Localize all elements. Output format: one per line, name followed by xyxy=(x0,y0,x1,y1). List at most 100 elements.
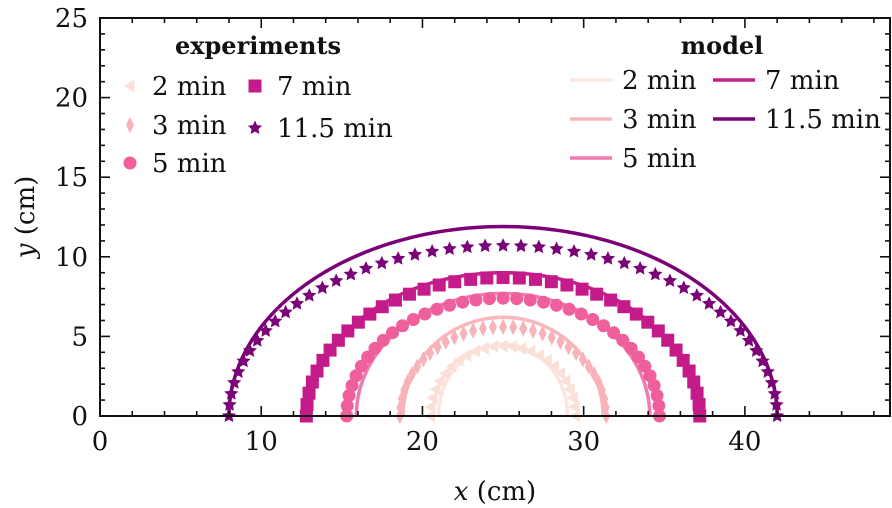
experiment-point xyxy=(755,353,770,368)
experiment-point xyxy=(388,293,402,307)
experiment-point xyxy=(391,251,406,265)
experiment-point xyxy=(305,375,319,389)
experiment-point xyxy=(408,365,417,383)
y-axis-label: y (cm) xyxy=(11,176,41,259)
experiment-point xyxy=(487,340,499,354)
experiment-point xyxy=(407,247,423,261)
experiment-series-4 xyxy=(221,238,785,423)
experiment-point xyxy=(647,379,661,393)
experiment-point xyxy=(669,343,683,357)
legend-experiments-item: 5 min xyxy=(123,149,227,179)
experiment-point xyxy=(310,364,324,378)
experiment-point xyxy=(568,400,580,414)
experiment-point xyxy=(617,300,631,314)
experiment-point xyxy=(554,366,566,380)
experiment-point xyxy=(562,302,576,316)
experiment-point xyxy=(506,340,518,354)
experiment-point xyxy=(268,313,283,328)
experiment-point xyxy=(687,375,701,389)
experiment-point xyxy=(445,359,457,373)
experiment-point xyxy=(425,243,440,258)
x-tick-label: 20 xyxy=(406,427,439,457)
x-axis-unit: (cm) xyxy=(468,477,536,507)
experiment-point xyxy=(528,272,542,286)
experiment-point xyxy=(617,255,632,270)
experiment-point xyxy=(652,399,666,413)
experiment-point xyxy=(544,275,558,289)
experiment-point xyxy=(400,381,409,399)
experiment-point xyxy=(363,307,377,321)
experiment-point xyxy=(515,341,527,355)
experiment-point xyxy=(258,323,273,337)
x-tick-label: 40 xyxy=(728,427,761,457)
experiment-point xyxy=(224,386,239,400)
legend-experiments-label: 2 min xyxy=(152,72,227,102)
experiment-point xyxy=(532,348,544,362)
experiment-point xyxy=(441,333,450,350)
tick-labels: 0 10 20 30 40 0 5 10 15 20 25 xyxy=(55,4,762,457)
y-tick-label: 15 xyxy=(55,163,88,193)
experiment-point xyxy=(429,382,441,396)
experiment-point xyxy=(488,319,497,336)
experiment-point xyxy=(510,292,524,306)
legend-model-label: 2 min xyxy=(622,66,697,96)
x-axis-var: x xyxy=(454,477,469,507)
experiment-point xyxy=(342,389,356,403)
y-tick-label: 20 xyxy=(55,84,88,114)
experiment-point xyxy=(578,351,587,368)
y-tick-label: 25 xyxy=(55,4,88,34)
experiment-point xyxy=(236,353,251,368)
experiment-point xyxy=(523,293,537,307)
experiment-point xyxy=(566,391,578,405)
experiment-point xyxy=(385,326,399,340)
experiment-point xyxy=(478,238,493,253)
x-tick-label: 30 xyxy=(567,427,600,457)
experiment-point xyxy=(227,375,242,389)
experiment-point xyxy=(560,278,574,292)
experiment-point xyxy=(564,338,573,356)
experiment-point xyxy=(584,247,599,261)
experiment-point xyxy=(300,398,314,412)
experiment-point xyxy=(302,386,316,400)
legend-model-item: 11.5 min xyxy=(713,105,881,135)
legend-experiments-item: 7 min xyxy=(248,72,352,102)
legend-model-label: 5 min xyxy=(622,144,697,174)
legend-experiments-label: 3 min xyxy=(152,111,227,141)
experiment-point xyxy=(550,298,564,312)
x-tick-label: 10 xyxy=(245,427,278,457)
experiment-point xyxy=(316,353,330,367)
plot-frame xyxy=(99,17,891,417)
experiment-point xyxy=(469,322,478,339)
experiment-point xyxy=(374,255,389,270)
experiment-point xyxy=(723,313,739,328)
legend-model-item: 7 min xyxy=(713,66,840,96)
experiment-point xyxy=(590,287,604,301)
legend-model: model 2 min 3 min 5 min 7 min 11.5 min xyxy=(570,31,881,174)
experiment-series-2 xyxy=(340,291,666,423)
y-tick-label: 0 xyxy=(71,402,88,432)
experiment-point xyxy=(519,320,528,337)
experiment-point xyxy=(531,239,546,254)
experiment-point xyxy=(638,359,652,373)
experiment-point xyxy=(403,373,412,391)
experiment-point xyxy=(733,323,748,337)
experiment-point xyxy=(222,397,237,411)
experiment-point xyxy=(496,291,510,305)
experiment-point xyxy=(460,239,475,254)
experiment-point xyxy=(433,374,445,388)
legend-marker xyxy=(247,120,263,135)
experiment-point xyxy=(439,366,451,380)
experiment-point xyxy=(442,241,457,255)
experiment-point xyxy=(540,353,552,367)
experiment-point xyxy=(631,350,645,364)
experiment-point xyxy=(559,374,571,388)
experiment-point xyxy=(547,359,559,373)
experiment-point xyxy=(760,364,775,378)
experiment-point xyxy=(323,343,337,357)
experiment-point xyxy=(375,300,389,314)
experiment-point xyxy=(496,270,510,284)
experiment-point xyxy=(413,358,422,375)
experiment-point xyxy=(417,282,431,296)
experiment-point xyxy=(426,391,438,405)
